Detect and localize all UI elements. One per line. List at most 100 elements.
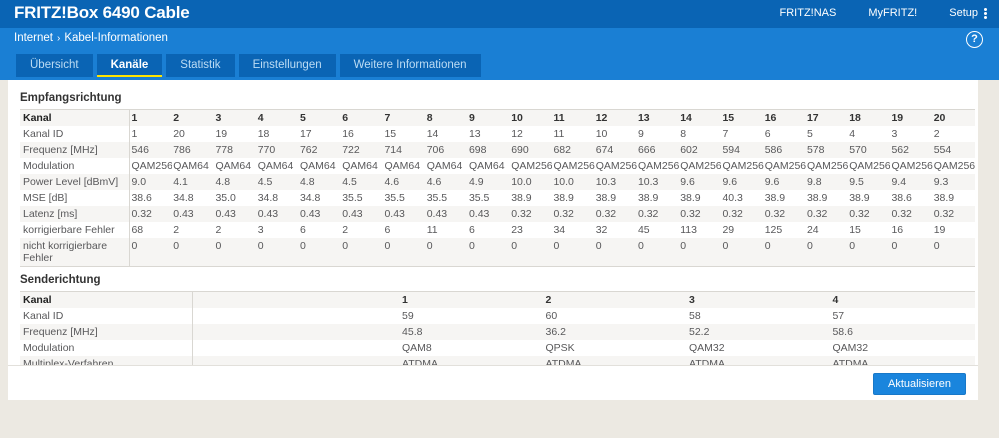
downstream-cell: QAM256 — [891, 160, 933, 172]
upstream-cell: QAM32 — [832, 342, 869, 354]
tab-einstellungen[interactable]: Einstellungen — [238, 54, 336, 77]
downstream-cell: QAM256 — [637, 160, 680, 172]
upstream-cell: 59 — [402, 310, 414, 322]
downstream-cell: 6 — [342, 112, 349, 124]
downstream-cell: QAM256 — [511, 160, 553, 172]
nav-fritznas[interactable]: FRITZ!NAS — [779, 7, 837, 19]
downstream-cell: QAM256 — [553, 160, 595, 172]
tab-weitere-informationen[interactable]: Weitere Informationen — [339, 54, 481, 77]
downstream-cell: 8 — [680, 128, 687, 140]
downstream-cell: 0 — [131, 240, 138, 252]
breadcrumb-internet[interactable]: Internet — [14, 32, 53, 44]
downstream-cell: 674 — [595, 144, 614, 156]
downstream-cell: 0.32 — [849, 208, 870, 220]
downstream-cell: 4.5 — [257, 176, 273, 188]
downstream-cell: 4.9 — [468, 176, 484, 188]
downstream-cell: 19 — [933, 224, 946, 236]
upstream-cell: 1 — [402, 294, 408, 306]
downstream-cell: 0.43 — [299, 208, 321, 220]
downstream-cell: 16 — [764, 112, 777, 124]
downstream-cell: 32 — [595, 224, 608, 236]
downstream-cell: 0.32 — [764, 208, 786, 220]
tab-statistik[interactable]: Statistik — [166, 54, 235, 77]
downstream-cell: 10.0 — [511, 176, 532, 188]
upstream-row-label: Modulation — [20, 340, 193, 356]
upstream-cell: 60 — [545, 310, 558, 322]
downstream-cell: 0 — [468, 240, 475, 252]
downstream-cell: 3 — [257, 224, 264, 236]
downstream-cell: 15 — [722, 112, 735, 124]
upstream-cell: 58.6 — [832, 326, 853, 338]
tab-uebersicht[interactable]: Übersicht — [16, 54, 93, 77]
upstream-row: Kanal ID 59 60 58 57 — [20, 308, 975, 324]
downstream-cell: 3 — [891, 128, 898, 140]
downstream-cell: 562 — [891, 144, 909, 156]
downstream-cell: 4 — [849, 128, 856, 140]
upstream-cell: QAM8 — [402, 342, 432, 354]
downstream-cell: 12 — [511, 128, 523, 140]
downstream-cell: 0.43 — [215, 208, 236, 220]
downstream-cell: 29 — [722, 224, 735, 236]
downstream-cell: 10.0 — [553, 176, 574, 188]
downstream-cell: 9 — [468, 112, 475, 124]
downstream-cell: 40.3 — [722, 192, 743, 204]
downstream-cell: 9 — [637, 128, 644, 140]
upstream-row-label: Kanal ID — [20, 308, 193, 324]
downstream-cell: 68 — [131, 224, 144, 236]
refresh-button[interactable]: Aktualisieren — [873, 373, 966, 395]
upstream-row: Frequenz [MHz] 45.8 36.2 52.2 58.6 — [20, 324, 975, 340]
downstream-cell: 38.6 — [891, 192, 912, 204]
downstream-cell: QAM64 — [173, 160, 209, 172]
upstream-cell: 52.2 — [688, 326, 710, 338]
downstream-cell: 15 — [849, 224, 861, 236]
downstream-cell: 2 — [342, 224, 349, 236]
downstream-cell: 19 — [215, 128, 228, 140]
downstream-cell: 0.32 — [637, 208, 659, 220]
top-navigation: FRITZ!NAS MyFRITZ! Setup — [764, 7, 991, 19]
downstream-cell: 38.6 — [131, 192, 152, 204]
downstream-cell: QAM64 — [215, 160, 252, 172]
downstream-cell: QAM256 — [131, 160, 173, 172]
downstream-cell: 690 — [511, 144, 529, 156]
downstream-cell: 9.6 — [722, 176, 738, 188]
downstream-cell: 12 — [595, 112, 608, 124]
downstream-cell: 0 — [342, 240, 349, 252]
downstream-cell: 0.43 — [342, 208, 363, 220]
downstream-cell: 4.6 — [384, 176, 400, 188]
downstream-cell: 0 — [849, 240, 856, 252]
downstream-cell: 0 — [426, 240, 433, 252]
downstream-cell: 0 — [722, 240, 729, 252]
kebab-menu-icon[interactable] — [984, 7, 987, 19]
downstream-cell: 20 — [173, 128, 185, 140]
downstream-cell: 2 — [933, 128, 940, 140]
downstream-cell: 698 — [468, 144, 487, 156]
downstream-cell: 34 — [553, 224, 566, 236]
downstream-cell: 6 — [764, 128, 771, 140]
downstream-cell: QAM64 — [299, 160, 336, 172]
downstream-cell: 4.1 — [173, 176, 188, 188]
downstream-cell: 0 — [299, 240, 306, 252]
nav-myfritz[interactable]: MyFRITZ! — [868, 7, 918, 19]
upstream-cell: QAM32 — [688, 342, 725, 354]
downstream-cell: 9.4 — [891, 176, 907, 188]
downstream-row-label: Kanal — [20, 109, 131, 126]
downstream-cell: 9.0 — [131, 176, 147, 188]
downstream-cell: 0.43 — [257, 208, 279, 220]
downstream-cell: 34.8 — [257, 192, 279, 204]
downstream-cell: 35.5 — [342, 192, 363, 204]
downstream-cell: 0.32 — [511, 208, 532, 220]
downstream-cell: 0 — [257, 240, 264, 252]
downstream-cell: 586 — [764, 144, 783, 156]
downstream-cell: 0.43 — [426, 208, 448, 220]
tab-kanaele[interactable]: Kanäle — [96, 54, 163, 77]
downstream-cell: 38.9 — [595, 192, 617, 204]
downstream-cell: QAM256 — [595, 160, 637, 172]
downstream-cell: 9.5 — [849, 176, 864, 188]
help-icon[interactable]: ? — [966, 31, 983, 48]
downstream-cell: 0 — [384, 240, 391, 252]
downstream-section-title: Empfangsrichtung — [20, 92, 122, 104]
upstream-spacer-cell — [192, 308, 401, 324]
nav-setup[interactable]: Setup — [949, 7, 978, 19]
downstream-cell: 0.32 — [891, 208, 912, 220]
